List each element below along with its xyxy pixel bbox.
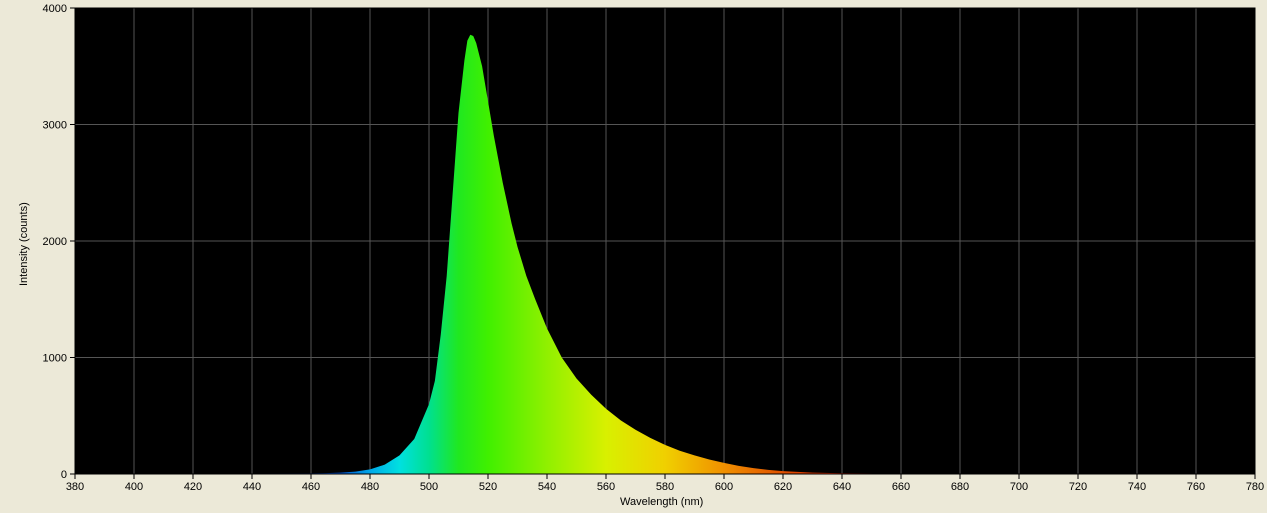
y-tick-label: 1000: [43, 353, 67, 365]
x-axis-label: Wavelength (nm): [620, 496, 703, 508]
x-tick-label: 760: [1187, 481, 1205, 493]
x-tick-label: 500: [420, 481, 438, 493]
x-tick-label: 440: [243, 481, 261, 493]
x-tick-label: 520: [479, 481, 497, 493]
x-tick-label: 560: [597, 481, 615, 493]
y-tick-label: 4000: [43, 3, 67, 15]
chart-svg: 380 400 420 440 460 480 500 520 540 560 580 600 620 6…: [0, 0, 1267, 513]
y-axis-label: Intensity (counts): [18, 202, 30, 286]
x-tick-label: 460: [302, 481, 320, 493]
y-tick-label: 2000: [43, 236, 67, 248]
x-tick-label: 600: [715, 481, 733, 493]
x-tick-label: 680: [951, 481, 969, 493]
y-tick-label: 0: [61, 469, 67, 481]
x-tick-label: 580: [656, 481, 674, 493]
x-tick-label: 380: [66, 481, 84, 493]
x-tick-label: 780: [1246, 481, 1264, 493]
x-tick-label: 660: [892, 481, 910, 493]
x-tick-label: 740: [1128, 481, 1146, 493]
spectrum-chart: 380 400 420 440 460 480 500 520 540 560 580 600 620 6…: [0, 0, 1267, 513]
x-tick-label: 640: [833, 481, 851, 493]
x-tick-label: 700: [1010, 481, 1028, 493]
x-tick-label: 400: [125, 481, 143, 493]
x-tick-label: 420: [184, 481, 202, 493]
x-tick-label: 720: [1069, 481, 1087, 493]
x-tick-label: 480: [361, 481, 379, 493]
x-tick-label: 620: [774, 481, 792, 493]
x-tick-label: 540: [538, 481, 556, 493]
y-tick-label: 3000: [43, 120, 67, 132]
